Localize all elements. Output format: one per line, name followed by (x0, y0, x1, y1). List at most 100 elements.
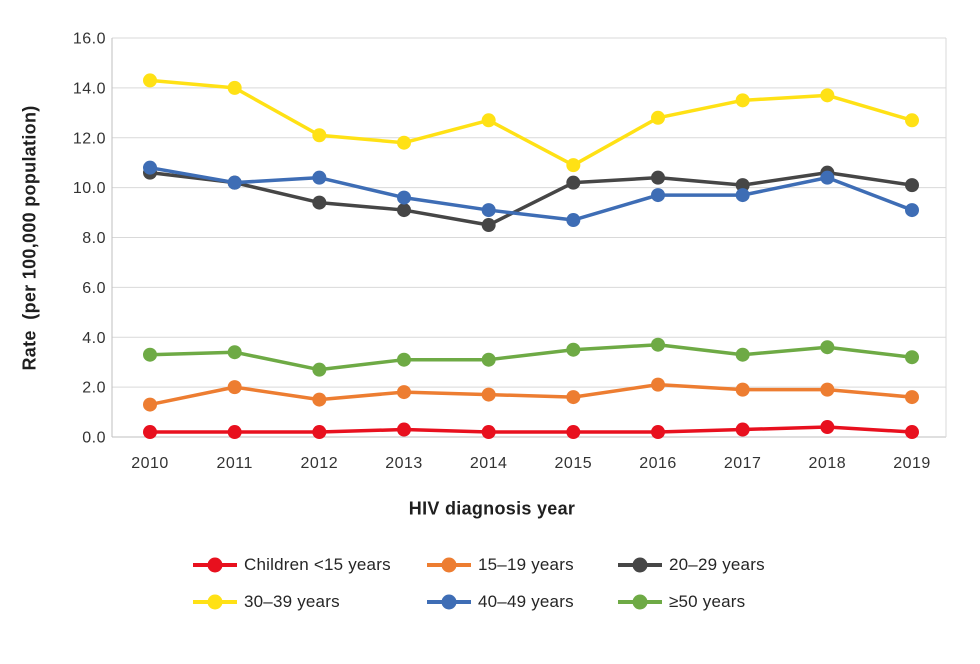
data-point-50-years (651, 337, 665, 352)
data-point-50-years (735, 347, 750, 362)
data-point-40-49-years (905, 203, 919, 218)
legend-item-50-years: ≥50 years (618, 583, 765, 620)
data-point-children-15-years (397, 422, 411, 437)
data-point-50-years (312, 362, 327, 377)
data-point-children-15-years (820, 420, 835, 435)
data-point-15-19-years (905, 390, 919, 405)
data-point-50-years (905, 350, 919, 365)
y-tick-label: 8.0 (82, 230, 106, 247)
data-point-30-39-years (735, 93, 750, 108)
data-point-30-39-years (820, 88, 835, 103)
data-point-children-15-years (735, 422, 750, 437)
data-point-15-19-years (820, 382, 835, 397)
data-point-15-19-years (735, 382, 750, 397)
legend-marker-icon (427, 594, 471, 610)
series-line-50-years (148, 342, 914, 372)
legend-item-40-49-years: 40–49 years (427, 583, 618, 620)
data-point-20-29-years (312, 195, 327, 210)
data-point-30-39-years (143, 73, 157, 88)
data-point-20-29-years (397, 203, 411, 218)
data-point-50-years (820, 340, 835, 355)
data-point-children-15-years (481, 425, 496, 440)
data-point-15-19-years (397, 385, 411, 400)
series-line-children-15-years (148, 425, 914, 434)
legend-item-20-29-years: 20–29 years (618, 546, 765, 583)
data-point-children-15-years (143, 425, 157, 440)
legend-label: Children <15 years (244, 554, 391, 574)
data-point-15-19-years (651, 377, 665, 392)
data-point-20-29-years (905, 178, 919, 193)
data-point-40-49-years (566, 213, 581, 228)
legend-item-children-15-years: Children <15 years (193, 546, 427, 583)
legend-marker-icon (618, 594, 662, 610)
data-point-40-49-years (820, 170, 835, 185)
data-point-30-39-years (905, 113, 919, 128)
data-point-30-39-years (397, 135, 411, 150)
legend-item-30-39-years: 30–39 years (193, 583, 427, 620)
legend: Children <15 years 15–19 years 20–29 years… (193, 546, 765, 620)
data-point-30-39-years (651, 110, 665, 125)
data-point-30-39-years (312, 128, 327, 143)
x-tick-label: 2012 (301, 455, 339, 472)
series-line-30-39-years (148, 78, 914, 167)
legend-dot-icon (441, 594, 457, 609)
data-point-40-49-years (143, 160, 157, 175)
data-point-children-15-years (566, 425, 581, 440)
y-tick-label: 12.0 (73, 130, 106, 147)
data-point-50-years (227, 345, 242, 360)
data-point-30-39-years (481, 113, 496, 128)
plot-area: 0.0 2.0 4.0 6.0 8.0 10.0 12.0 14.0 16.0 2010 2011 2… (73, 31, 947, 472)
series-line-20-29-years (148, 170, 914, 227)
y-axis-title: Rate (per 100,000 population) (19, 105, 40, 371)
data-point-50-years (143, 347, 157, 362)
data-point-15-19-years (143, 397, 157, 412)
x-tick-label: 2011 (216, 455, 252, 472)
data-point-15-19-years (312, 392, 327, 407)
data-point-children-15-years (651, 425, 665, 440)
legend-dot-icon (207, 594, 223, 609)
legend-label: ≥50 years (669, 591, 746, 611)
x-tick-label: 2018 (809, 455, 847, 472)
x-tick-label: 2013 (385, 455, 423, 472)
data-point-40-49-years (735, 188, 750, 203)
data-point-30-39-years (566, 158, 581, 173)
data-point-children-15-years (227, 425, 242, 440)
data-point-40-49-years (227, 175, 242, 190)
x-tick-label: 2010 (131, 455, 169, 472)
legend-dot-icon (207, 557, 223, 572)
series-line-40-49-years (148, 165, 914, 222)
legend-marker-icon (193, 594, 237, 610)
legend-label: 15–19 years (478, 554, 574, 574)
y-tick-label: 2.0 (82, 380, 106, 397)
y-tick-label: 14.0 (73, 80, 106, 97)
data-point-50-years (397, 352, 411, 367)
legend-label: 40–49 years (478, 591, 574, 611)
data-point-30-39-years (227, 80, 242, 95)
data-point-20-29-years (651, 170, 665, 185)
data-point-children-15-years (312, 425, 327, 440)
legend-marker-icon (427, 557, 471, 573)
data-point-15-19-years (227, 380, 242, 395)
y-tick-label: 10.0 (73, 180, 106, 197)
x-tick-label: 2017 (724, 455, 762, 472)
x-tick-label: 2016 (639, 455, 677, 472)
legend-item-15-19-years: 15–19 years (427, 546, 618, 583)
data-point-40-49-years (312, 170, 327, 185)
x-tick-label: 2019 (893, 455, 931, 472)
legend-dot-icon (441, 557, 457, 572)
legend-dot-icon (632, 557, 648, 572)
data-point-40-49-years (651, 188, 665, 203)
y-tick-label: 0.0 (82, 430, 106, 447)
x-tick-label: 2015 (555, 455, 593, 472)
series-line-15-19-years (148, 382, 914, 407)
data-point-40-49-years (481, 203, 496, 218)
data-point-40-49-years (397, 190, 411, 205)
y-tick-label: 4.0 (82, 330, 106, 347)
legend-label: 30–39 years (244, 591, 340, 611)
legend-label: 20–29 years (669, 554, 765, 574)
y-tick-label: 6.0 (82, 280, 106, 297)
data-point-15-19-years (566, 390, 581, 405)
data-point-15-19-years (481, 387, 496, 402)
data-point-20-29-years (566, 175, 581, 190)
